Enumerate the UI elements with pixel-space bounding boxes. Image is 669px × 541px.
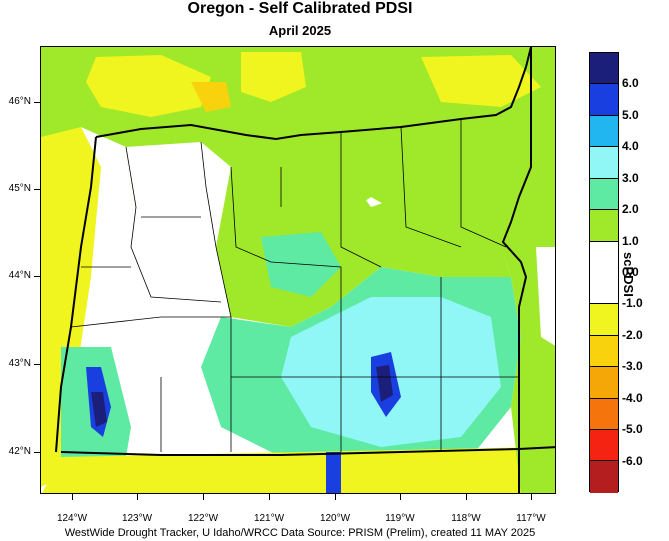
map-subtitle: April 2025 bbox=[268, 23, 332, 38]
county-lines bbox=[70, 119, 519, 452]
zone-wa-yellow-e bbox=[421, 55, 541, 107]
legend-label: -3.0 bbox=[622, 359, 643, 374]
legend-swatch bbox=[590, 147, 618, 179]
lat-label-46: 46°N bbox=[8, 96, 31, 107]
lon-label-124: 124°W bbox=[56, 513, 88, 524]
lon-tick bbox=[531, 494, 532, 500]
zone-idaho-green bbox=[501, 137, 555, 493]
map-area bbox=[40, 46, 556, 494]
lon-label-119: 119°W bbox=[385, 513, 415, 524]
legend-swatch bbox=[590, 115, 618, 148]
legend-label: 4.0 bbox=[622, 139, 639, 154]
legend-swatch bbox=[590, 367, 618, 399]
zone-coast-range-white bbox=[81, 127, 151, 317]
lon-label-117: 117°W bbox=[516, 513, 546, 524]
zone-wa-yellow-c bbox=[241, 52, 306, 102]
legend-swatch bbox=[590, 430, 618, 462]
legend-swatch bbox=[590, 241, 618, 273]
legend-label: -4.0 bbox=[622, 390, 643, 405]
legend-label: 3.0 bbox=[622, 170, 639, 185]
legend-swatch bbox=[590, 461, 618, 493]
lat-label-42: 42°N bbox=[8, 446, 31, 457]
lon-label-122: 122°W bbox=[187, 513, 219, 524]
lon-tick bbox=[269, 494, 270, 500]
zone-willamette bbox=[126, 142, 231, 307]
zone-wa-orange bbox=[191, 82, 231, 112]
lat-label-43: 43°N bbox=[8, 358, 31, 369]
lon-label-118: 118°W bbox=[451, 513, 481, 524]
lat-tick bbox=[34, 276, 40, 277]
lat-tick bbox=[34, 102, 40, 103]
boundary-columbia-river bbox=[95, 47, 532, 141]
legend-swatch bbox=[590, 335, 618, 368]
lon-tick bbox=[203, 494, 204, 500]
lon-label-120: 120°W bbox=[319, 513, 351, 524]
zone-south-yellow bbox=[42, 447, 555, 493]
lon-tick bbox=[137, 494, 138, 500]
lat-tick bbox=[34, 364, 40, 365]
legend-title: scPDSI bbox=[621, 252, 636, 297]
legend-label: -5.0 bbox=[622, 422, 643, 437]
legend-swatch bbox=[590, 178, 618, 211]
legend-label: -1.0 bbox=[622, 296, 643, 311]
map-title: Oregon - Self Calibrated PDSI bbox=[187, 0, 413, 17]
zone-sw-navy bbox=[91, 392, 107, 427]
zone-idaho-white bbox=[536, 247, 555, 346]
lat-label-44: 44°N bbox=[8, 270, 31, 281]
lon-label-121: 121°W bbox=[253, 513, 285, 524]
legend-swatch bbox=[590, 210, 618, 242]
lon-tick bbox=[335, 494, 336, 500]
legend-label: 6.0 bbox=[622, 76, 639, 91]
lat-label-45: 45°N bbox=[8, 183, 31, 194]
legend-label: -2.0 bbox=[622, 327, 643, 342]
zone-se-navy bbox=[376, 365, 393, 402]
lon-tick bbox=[466, 494, 467, 500]
drought-map bbox=[41, 47, 555, 493]
lat-tick bbox=[34, 189, 40, 190]
lat-tick bbox=[34, 452, 40, 453]
lon-tick bbox=[400, 494, 401, 500]
legend-label: 2.0 bbox=[622, 202, 639, 217]
legend-swatch bbox=[590, 304, 618, 336]
lon-tick bbox=[72, 494, 73, 500]
legend-label: 5.0 bbox=[622, 107, 639, 122]
legend-label: 0.0 bbox=[622, 265, 639, 279]
legend-swatch bbox=[590, 84, 618, 116]
legend-label: 1.0 bbox=[622, 233, 639, 248]
coastline bbox=[55, 136, 97, 453]
boundary-or-south bbox=[60, 446, 555, 456]
legend-swatch bbox=[590, 53, 618, 85]
legend-swatch bbox=[590, 272, 618, 305]
boundary-or-idaho bbox=[501, 47, 532, 493]
legend-colorbar bbox=[589, 52, 619, 493]
legend-label: -6.0 bbox=[622, 453, 643, 468]
lon-label-123: 123°W bbox=[121, 513, 153, 524]
legend-swatch bbox=[590, 398, 618, 431]
footer-credit: WestWide Drought Tracker, U Idaho/WRCC D… bbox=[64, 527, 536, 539]
zone-south-blue bbox=[326, 452, 341, 493]
zone-wa-yellow-w bbox=[86, 55, 211, 117]
